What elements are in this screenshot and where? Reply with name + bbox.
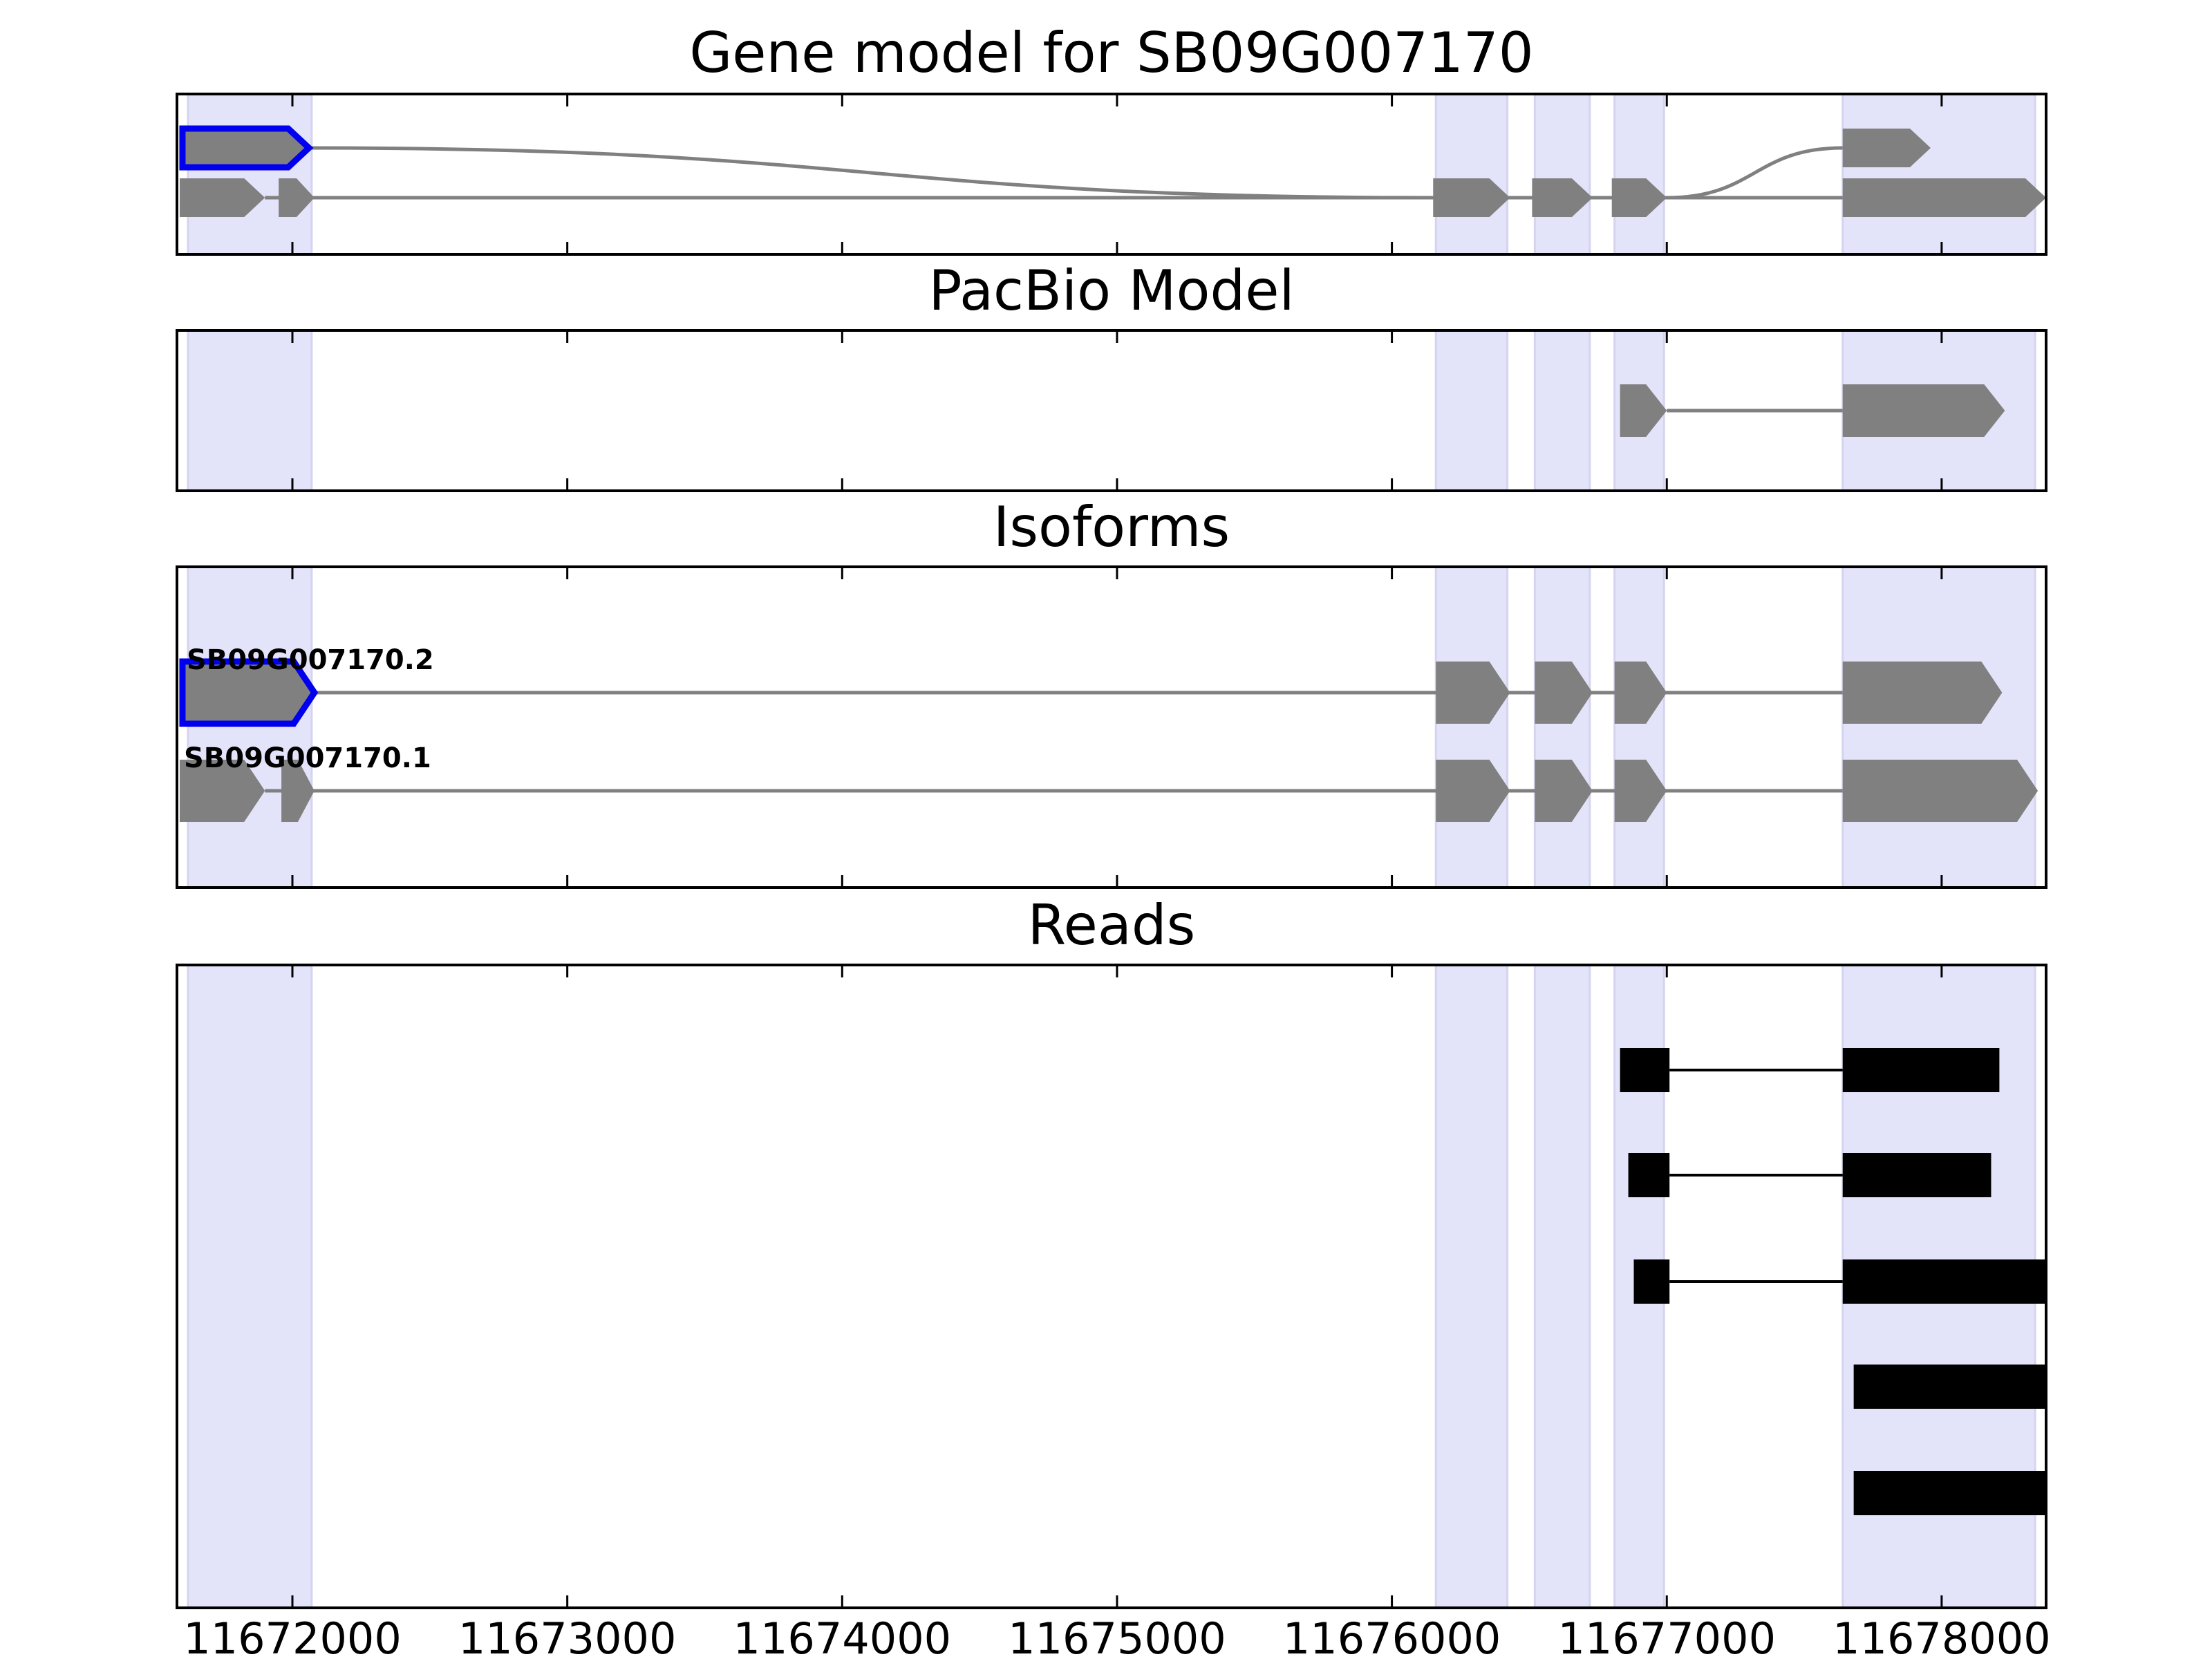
x-tick-label: 11672000 bbox=[183, 1613, 402, 1659]
tick-layer bbox=[291, 567, 1943, 888]
panel-pacbio-model: PacBio Model bbox=[176, 259, 2047, 492]
exon-shade-band bbox=[1613, 93, 1665, 256]
exon-shade-band bbox=[187, 964, 313, 1609]
read-block bbox=[1628, 1153, 1670, 1197]
exon bbox=[1433, 178, 1510, 217]
exon bbox=[179, 760, 265, 822]
exon bbox=[1842, 178, 2046, 217]
x-tick-label: 11674000 bbox=[733, 1613, 952, 1659]
data-layer bbox=[179, 125, 2046, 217]
exon bbox=[1532, 178, 1593, 217]
isoform-label: SB09G007170.1 bbox=[184, 742, 431, 774]
exon-shade-band bbox=[1434, 93, 1509, 256]
exon bbox=[1436, 760, 1510, 822]
panel-title: Reads bbox=[1028, 893, 1196, 957]
exon-shade-band bbox=[1533, 93, 1591, 256]
exon-shade-band bbox=[187, 329, 313, 492]
shade-layer bbox=[187, 93, 2036, 256]
exon bbox=[1535, 662, 1593, 724]
panel-frame bbox=[176, 565, 2047, 889]
tick-layer bbox=[291, 94, 1943, 254]
x-tick-label: 11675000 bbox=[1008, 1613, 1226, 1659]
panel-title: PacBio Model bbox=[928, 259, 1294, 323]
exon bbox=[1842, 760, 2038, 822]
exon-shade-band bbox=[1613, 565, 1665, 889]
exon bbox=[281, 760, 315, 822]
panel-gene-model: Gene model for SB09G007170 bbox=[176, 21, 2047, 256]
exon-shade-band bbox=[1434, 964, 1509, 1609]
exon bbox=[279, 178, 315, 217]
exon bbox=[1535, 760, 1593, 822]
read-block bbox=[1620, 1048, 1670, 1092]
exon bbox=[1620, 384, 1667, 437]
exon-shade-band bbox=[1533, 329, 1591, 492]
x-tick-label: 11676000 bbox=[1283, 1613, 1501, 1659]
tick-layer bbox=[291, 330, 1943, 491]
exon-shade-band bbox=[1533, 964, 1591, 1609]
panel-frame bbox=[176, 93, 2047, 256]
exon bbox=[179, 178, 265, 217]
panel-isoforms: SB09G007170.2 SB09G007170.1 Isoforms bbox=[176, 495, 2047, 889]
exon-shade-band bbox=[1533, 565, 1591, 889]
exon-highlighted bbox=[179, 658, 319, 727]
read-block bbox=[1853, 1471, 2046, 1515]
data-layer bbox=[1620, 1048, 2046, 1515]
read-block bbox=[1853, 1365, 2046, 1409]
data-layer bbox=[1620, 384, 2005, 437]
read-block bbox=[1842, 1259, 2046, 1304]
exon bbox=[1436, 662, 1510, 724]
exon-shade-band bbox=[1841, 565, 2036, 889]
x-tick-label: 11678000 bbox=[1833, 1613, 2051, 1659]
exon bbox=[1842, 129, 1931, 167]
isoform-label: SB09G007170.2 bbox=[187, 644, 434, 676]
splice-edge bbox=[308, 146, 1434, 200]
data-layer: SB09G007170.2 SB09G007170.1 bbox=[179, 644, 2038, 822]
panel-frame bbox=[176, 329, 2047, 492]
splice-edge bbox=[1667, 146, 1843, 200]
x-tick-label: 11677000 bbox=[1557, 1613, 1776, 1659]
read-block bbox=[1633, 1259, 1670, 1304]
exon-highlighted bbox=[179, 125, 314, 171]
panel-title: Isoforms bbox=[993, 495, 1230, 559]
panel-title: Gene model for SB09G007170 bbox=[689, 21, 1533, 85]
exon bbox=[1611, 178, 1667, 217]
read-block bbox=[1842, 1153, 1991, 1197]
exon-shade-band bbox=[1434, 329, 1509, 492]
panel-frame bbox=[176, 964, 2047, 1609]
exon-shade-band bbox=[187, 565, 313, 889]
shade-layer bbox=[187, 964, 2036, 1609]
panel-reads: Reads bbox=[176, 893, 2047, 1609]
exon-shade-band bbox=[1841, 93, 2036, 256]
exon-shade-band bbox=[187, 93, 313, 256]
x-tick-label: 11673000 bbox=[458, 1613, 677, 1659]
exon bbox=[1614, 760, 1667, 822]
exon bbox=[1842, 662, 2003, 724]
x-axis-labels: 11672000 11673000 11674000 11675000 11676000… bbox=[183, 1613, 2050, 1659]
exon bbox=[1842, 384, 2005, 437]
read-block bbox=[1842, 1048, 2000, 1092]
tick-layer bbox=[291, 965, 1943, 1608]
exon-shade-band bbox=[1434, 565, 1509, 889]
shade-layer bbox=[187, 565, 2036, 889]
exon bbox=[1614, 662, 1667, 724]
